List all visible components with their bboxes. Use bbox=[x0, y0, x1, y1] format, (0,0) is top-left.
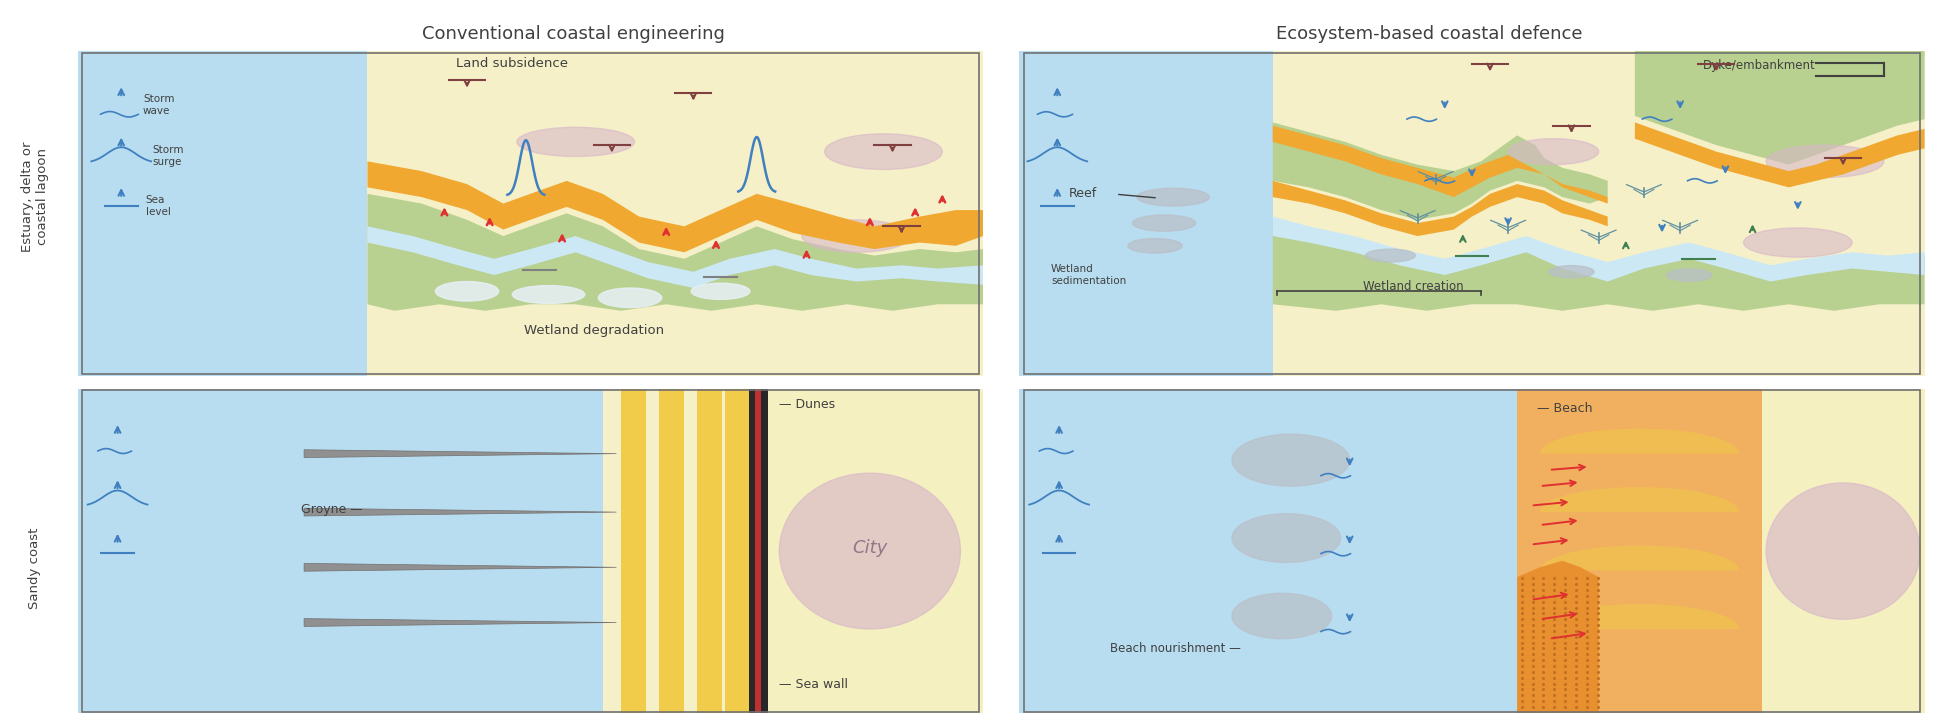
Text: Reef: Reef bbox=[1069, 186, 1096, 199]
Text: Land subsidence: Land subsidence bbox=[457, 58, 568, 71]
Ellipse shape bbox=[692, 283, 750, 299]
Text: Wetland degradation: Wetland degradation bbox=[523, 324, 663, 337]
Text: Beach nourishment —: Beach nourishment — bbox=[1110, 642, 1240, 655]
Polygon shape bbox=[698, 389, 723, 713]
Polygon shape bbox=[1540, 545, 1740, 571]
Polygon shape bbox=[303, 563, 616, 571]
Text: Groyne —: Groyne — bbox=[301, 503, 364, 516]
Polygon shape bbox=[1019, 389, 1925, 713]
Polygon shape bbox=[1516, 561, 1598, 713]
Text: Storm: Storm bbox=[144, 94, 175, 104]
Polygon shape bbox=[620, 389, 645, 713]
Ellipse shape bbox=[599, 288, 661, 307]
Polygon shape bbox=[367, 194, 984, 311]
Ellipse shape bbox=[1137, 188, 1209, 206]
Text: Wetland creation: Wetland creation bbox=[1363, 280, 1464, 293]
Polygon shape bbox=[78, 389, 984, 713]
Text: Storm: Storm bbox=[152, 145, 183, 155]
Polygon shape bbox=[659, 389, 684, 713]
Polygon shape bbox=[725, 389, 750, 713]
Ellipse shape bbox=[1744, 228, 1853, 257]
Polygon shape bbox=[750, 389, 768, 713]
Ellipse shape bbox=[1767, 145, 1884, 178]
Text: Sea: Sea bbox=[146, 194, 165, 205]
Ellipse shape bbox=[513, 285, 585, 304]
Ellipse shape bbox=[803, 220, 910, 253]
Text: City: City bbox=[851, 539, 888, 557]
Polygon shape bbox=[303, 619, 616, 626]
Polygon shape bbox=[78, 51, 367, 376]
Text: Estuary, delta or
coastal lagoon: Estuary, delta or coastal lagoon bbox=[21, 141, 49, 252]
Ellipse shape bbox=[780, 473, 960, 629]
Ellipse shape bbox=[1128, 239, 1182, 253]
Text: Wetland
sedimentation: Wetland sedimentation bbox=[1052, 264, 1126, 286]
Polygon shape bbox=[1273, 220, 1925, 311]
Polygon shape bbox=[1540, 487, 1740, 512]
Polygon shape bbox=[1273, 126, 1608, 236]
Polygon shape bbox=[1019, 51, 1273, 376]
Text: Dyke/embankment: Dyke/embankment bbox=[1703, 59, 1816, 72]
Ellipse shape bbox=[1767, 483, 1921, 620]
Polygon shape bbox=[1273, 51, 1608, 220]
Polygon shape bbox=[603, 389, 766, 713]
Polygon shape bbox=[367, 51, 984, 376]
Polygon shape bbox=[1635, 51, 1925, 165]
Text: surge: surge bbox=[152, 157, 181, 167]
Polygon shape bbox=[1540, 429, 1740, 454]
Ellipse shape bbox=[517, 127, 634, 157]
Text: level: level bbox=[146, 207, 171, 217]
Ellipse shape bbox=[1232, 434, 1349, 486]
Ellipse shape bbox=[1509, 138, 1598, 165]
Polygon shape bbox=[1516, 389, 1761, 713]
Polygon shape bbox=[367, 226, 984, 288]
Text: — Sea wall: — Sea wall bbox=[780, 678, 848, 691]
Polygon shape bbox=[766, 389, 984, 713]
Text: Conventional coastal engineering: Conventional coastal engineering bbox=[422, 25, 725, 44]
Polygon shape bbox=[1273, 216, 1925, 282]
Ellipse shape bbox=[824, 134, 943, 170]
Polygon shape bbox=[367, 51, 984, 253]
Ellipse shape bbox=[1666, 269, 1713, 281]
Text: — Beach: — Beach bbox=[1538, 402, 1592, 415]
Ellipse shape bbox=[1365, 249, 1415, 262]
Polygon shape bbox=[1635, 122, 1925, 187]
Ellipse shape bbox=[1232, 514, 1341, 563]
Ellipse shape bbox=[1232, 593, 1332, 638]
Ellipse shape bbox=[1549, 266, 1594, 278]
Polygon shape bbox=[1761, 389, 1925, 713]
Ellipse shape bbox=[435, 282, 500, 301]
Polygon shape bbox=[303, 508, 616, 516]
Text: Ecosystem-based coastal defence: Ecosystem-based coastal defence bbox=[1275, 25, 1582, 44]
Polygon shape bbox=[754, 389, 762, 713]
Ellipse shape bbox=[1133, 215, 1196, 232]
Polygon shape bbox=[303, 450, 616, 457]
Polygon shape bbox=[1273, 51, 1925, 376]
Text: wave: wave bbox=[144, 106, 171, 116]
Text: Sandy coast: Sandy coast bbox=[29, 527, 41, 609]
Text: — Dunes: — Dunes bbox=[780, 398, 836, 411]
Polygon shape bbox=[1540, 604, 1740, 629]
